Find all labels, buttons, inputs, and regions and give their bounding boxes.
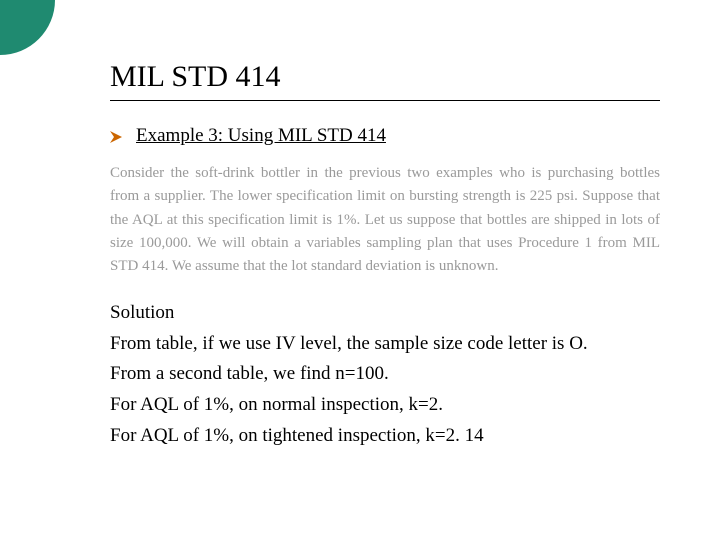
- slide-title: MIL STD 414: [110, 60, 660, 94]
- title-underline: [110, 100, 660, 101]
- solution-line: For AQL of 1%, on tightened inspection, …: [110, 423, 660, 450]
- solution-line: From a second table, we find n=100.: [110, 361, 660, 388]
- solution-line: For AQL of 1%, on normal inspection, k=2…: [110, 392, 660, 419]
- problem-statement: Consider the soft-drink bottler in the p…: [110, 162, 660, 278]
- bullet-row: Example 3: Using MIL STD 414: [110, 125, 660, 148]
- slide-content: MIL STD 414 Example 3: Using MIL STD 414…: [110, 60, 660, 453]
- solution-block: Solution From table, if we use IV level,…: [110, 300, 660, 449]
- solution-heading: Solution: [110, 300, 660, 327]
- solution-line: From table, if we use IV level, the samp…: [110, 331, 660, 358]
- example-heading: Example 3: Using MIL STD 414: [136, 125, 386, 147]
- corner-accent-circle: [0, 0, 55, 55]
- bullet-arrow-icon: [110, 130, 122, 148]
